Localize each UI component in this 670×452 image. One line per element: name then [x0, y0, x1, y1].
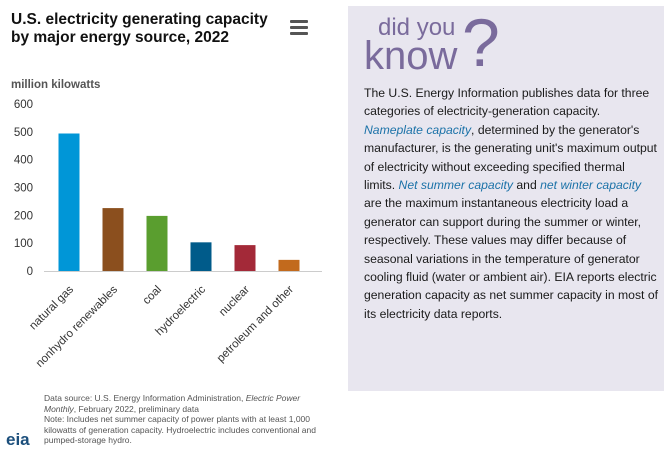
- did-you-know-panel: did you know ? The U.S. Energy Informati…: [348, 5, 664, 391]
- y-tick-label: 600: [14, 99, 33, 111]
- bar-nuclear[interactable]: [234, 245, 256, 271]
- bar-hydroelectric[interactable]: [190, 242, 212, 271]
- data-source: Data source: U.S. Energy Information Adm…: [44, 393, 301, 414]
- did-you-know-text: The U.S. Energy Information publishes da…: [364, 86, 658, 321]
- did-you-heading: did you: [378, 14, 456, 41]
- net-winter-capacity-term: net winter capacity: [540, 178, 642, 193]
- chart-source-note: Data source: U.S. Energy Information Adm…: [44, 393, 324, 446]
- x-category-label: nuclear: [217, 284, 252, 319]
- x-category-label: nonhydro renewables: [34, 283, 120, 369]
- chart-title: U.S. electricity generating capacity by …: [11, 11, 268, 46]
- bar-coal[interactable]: [146, 215, 168, 271]
- y-axis-label: million kilowatts: [11, 79, 101, 91]
- bar-petroleum-and-other[interactable]: [278, 259, 300, 271]
- y-tick-label: 0: [27, 266, 33, 278]
- note-text: Note: Includes net summer capacity of po…: [44, 414, 316, 445]
- bar-nonhydro-renewables[interactable]: [102, 208, 124, 271]
- y-tick-label: 400: [14, 155, 33, 167]
- know-heading: know: [364, 34, 458, 78]
- eia-logo[interactable]: eia: [6, 430, 30, 449]
- y-tick-label: 500: [14, 127, 33, 139]
- y-tick-label: 300: [14, 183, 33, 195]
- bar-natural-gas[interactable]: [58, 133, 80, 271]
- y-tick-label: 100: [14, 238, 33, 250]
- nameplate-capacity-term: Nameplate capacity: [364, 122, 472, 137]
- net-summer-capacity-term: Net summer capacity: [398, 178, 513, 193]
- x-category-label: petroleum and other: [215, 284, 296, 365]
- x-category-label: coal: [141, 284, 164, 307]
- y-tick-label: 200: [14, 210, 33, 222]
- hamburger-menu-icon[interactable]: [290, 20, 308, 36]
- question-mark: ?: [462, 5, 500, 81]
- chart-panel: U.S. electricity generating capacity by …: [0, 0, 330, 452]
